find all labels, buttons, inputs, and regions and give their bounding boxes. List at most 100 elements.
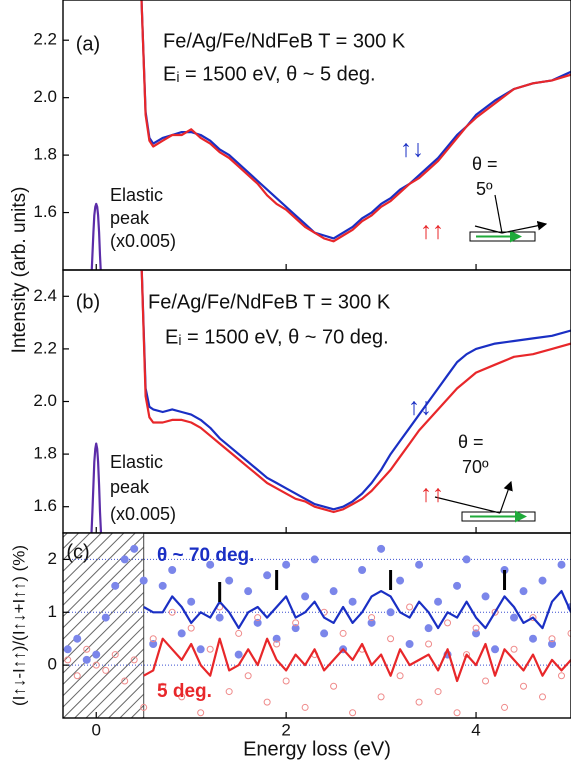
point <box>82 655 91 664</box>
annotation: θ = <box>458 432 484 452</box>
point <box>102 666 110 674</box>
point <box>501 703 509 711</box>
y-tick-label: 2.2 <box>33 338 57 357</box>
series-label: ↑↑ <box>420 480 444 507</box>
point <box>149 640 158 648</box>
plot-area <box>90 0 571 270</box>
point <box>368 614 376 622</box>
point <box>301 703 309 711</box>
point <box>558 672 566 680</box>
line <box>90 202 102 270</box>
point <box>282 560 291 569</box>
point <box>453 581 462 590</box>
annotation: 70º <box>462 457 489 477</box>
point <box>187 597 196 606</box>
point <box>348 597 357 606</box>
point <box>310 555 319 564</box>
panel-subtitle: Eᵢ = 1500 eV, θ ~ 5 deg. <box>163 63 376 85</box>
point <box>329 587 338 596</box>
point <box>149 635 157 643</box>
annotation: (x0.005) <box>110 231 176 251</box>
point <box>434 597 443 606</box>
plot-area <box>90 270 571 533</box>
point <box>434 688 442 696</box>
point <box>444 619 452 627</box>
y-tick-label: 2.2 <box>33 30 57 49</box>
x-axis-label: Energy loss (eV) <box>243 738 391 760</box>
series-label: ↑↓ <box>400 135 424 162</box>
point <box>519 587 528 596</box>
line <box>140 0 571 243</box>
annotation: peak <box>110 208 150 228</box>
point <box>301 592 310 601</box>
y-tick-label: 2 <box>48 549 57 568</box>
point <box>197 709 205 717</box>
y-tick-label: 1.6 <box>33 202 57 221</box>
y-tick-label: 0 <box>48 655 57 674</box>
point <box>349 709 357 717</box>
y-tick-label: 2.4 <box>33 286 57 305</box>
point <box>538 576 547 585</box>
point <box>529 634 538 643</box>
point <box>196 645 205 654</box>
point <box>263 571 272 580</box>
annotation: 5º <box>476 179 493 199</box>
point <box>358 566 367 574</box>
point <box>367 618 376 627</box>
y-tick-label: 1.8 <box>33 145 57 164</box>
point <box>377 544 386 553</box>
y-tick-label: 1 <box>48 602 57 621</box>
point <box>425 640 433 648</box>
point <box>567 629 571 637</box>
point <box>320 629 329 638</box>
plot-area <box>63 533 571 718</box>
annotation: θ = <box>472 154 498 174</box>
point <box>386 608 395 617</box>
point <box>178 693 186 701</box>
point <box>424 624 433 633</box>
point <box>83 645 91 653</box>
x-tick-label: 2 <box>281 720 290 739</box>
point <box>491 608 499 616</box>
point <box>520 682 528 690</box>
point <box>453 709 461 717</box>
panel-label: (b) <box>76 291 100 313</box>
point <box>187 624 195 632</box>
panel-title: Fe/Ag/Fe/NdFeB T = 300 K <box>163 30 406 52</box>
point <box>377 693 385 701</box>
point <box>168 608 176 616</box>
point <box>557 560 566 569</box>
point <box>292 619 300 627</box>
point <box>396 576 405 585</box>
point <box>139 576 148 585</box>
point <box>244 672 252 680</box>
inset-diagram <box>469 194 548 243</box>
point <box>472 629 481 638</box>
x-tick-label: 4 <box>471 720 480 739</box>
y-axis-label: (I↑↓-I↑↑)/(I↑↓+I↑↑) (%) <box>9 545 28 706</box>
line <box>90 442 103 533</box>
point <box>92 661 100 669</box>
point <box>101 613 110 622</box>
point <box>415 698 423 706</box>
panel-title: Fe/Ag/Fe/NdFeB T = 300 K <box>148 291 391 313</box>
series-label: 5 deg. <box>157 681 212 702</box>
point <box>291 624 300 633</box>
point <box>462 555 471 564</box>
annotation: Elastic <box>110 185 163 205</box>
point <box>539 693 547 701</box>
annotation: Elastic <box>110 452 163 472</box>
panel-label: (c) <box>66 541 89 563</box>
panel-label: (a) <box>76 33 100 55</box>
point <box>482 677 490 685</box>
point <box>481 592 490 601</box>
point <box>225 688 233 696</box>
point <box>529 614 537 622</box>
point <box>64 656 72 664</box>
point <box>73 672 81 680</box>
point <box>387 635 395 643</box>
annotation: (x0.005) <box>110 504 176 524</box>
point <box>339 629 347 637</box>
point <box>159 682 167 690</box>
